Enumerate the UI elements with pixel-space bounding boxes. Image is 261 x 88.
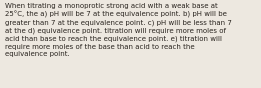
Text: When titrating a monoprotic strong acid with a weak base at
25°C, the a) pH will: When titrating a monoprotic strong acid … <box>5 3 232 57</box>
